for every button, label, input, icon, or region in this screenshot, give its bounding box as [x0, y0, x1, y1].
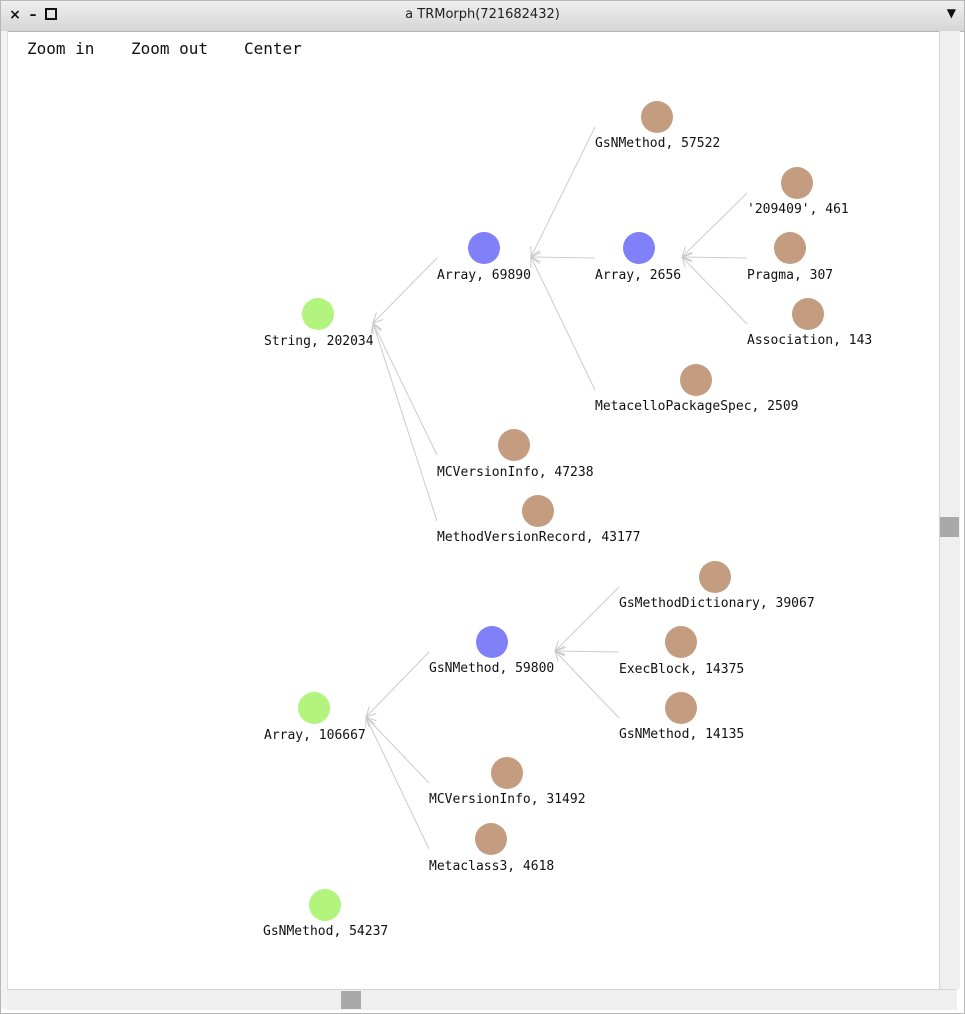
node-label: GsNMethod, 14135 — [619, 727, 744, 742]
graph-node[interactable]: MCVersionInfo, 31492 — [429, 757, 586, 807]
window-title: a TRMorph(721682432) — [405, 7, 560, 22]
graph-node[interactable]: GsNMethod, 59800 — [429, 626, 554, 676]
graph-node[interactable]: MCVersionInfo, 47238 — [437, 429, 594, 480]
graph-node[interactable]: GsNMethod, 57522 — [595, 101, 720, 151]
node-circle-leaf[interactable] — [522, 495, 554, 527]
node-circle-leaf[interactable] — [680, 364, 712, 396]
node-circle-leaf[interactable] — [475, 823, 507, 855]
edge-n15-n12 — [555, 651, 620, 719]
graph-node[interactable]: GsNMethod, 14135 — [619, 692, 744, 742]
node-label: MetacelloPackageSpec, 2509 — [595, 399, 799, 414]
vertical-scroll-thumb[interactable] — [940, 517, 959, 537]
graph-node[interactable]: GsNMethod, 54237 — [263, 889, 388, 939]
node-circle-leaf[interactable] — [498, 429, 530, 461]
close-icon[interactable]: × — [9, 7, 21, 23]
node-label: GsNMethod, 54237 — [263, 924, 388, 939]
window-menu-icon[interactable]: ▼ — [946, 6, 956, 20]
node-label: Association, 143 — [747, 333, 872, 348]
graph-canvas[interactable]: String, 202034 Array, 69890 GsNMethod, 575… — [1, 1, 939, 989]
graph-node[interactable]: String, 202034 — [264, 298, 374, 349]
edge-n5-n4 — [682, 192, 748, 257]
edge-n6-n4 — [682, 257, 748, 258]
node-circle-leaf[interactable] — [699, 561, 731, 593]
node-label: MethodVersionRecord, 43177 — [437, 530, 641, 545]
node-circle-leaf[interactable] — [491, 757, 523, 789]
edge-n13-n12 — [555, 586, 620, 651]
node-label: Array, 2656 — [595, 268, 681, 283]
node-circle-leaf[interactable] — [792, 298, 824, 330]
edge-n17-n11 — [366, 717, 430, 850]
node-circle-root[interactable] — [298, 692, 330, 724]
edge-n2-n1 — [373, 257, 438, 323]
nodes-layer: String, 202034 Array, 69890 GsNMethod, 575… — [263, 101, 872, 939]
title-bar[interactable]: × – a TRMorph(721682432) ▼ — [1, 1, 964, 32]
edge-n3-n2 — [531, 126, 596, 257]
node-label: GsMethodDictionary, 39067 — [619, 596, 815, 611]
graph-node[interactable]: MethodVersionRecord, 43177 — [437, 495, 641, 545]
graph-node[interactable]: ExecBlock, 14375 — [619, 626, 744, 677]
edges-layer — [366, 126, 748, 850]
node-label: '209409', 461 — [747, 202, 849, 217]
left-edge — [1, 31, 8, 1009]
graph-node[interactable]: Association, 143 — [747, 298, 872, 348]
graph-node[interactable]: Array, 106667 — [264, 692, 366, 743]
edge-n8-n2 — [531, 257, 596, 391]
node-label: Array, 106667 — [264, 728, 366, 743]
graph-node[interactable]: MetacelloPackageSpec, 2509 — [595, 364, 799, 414]
node-label: ExecBlock, 14375 — [619, 662, 744, 677]
minimize-icon[interactable]: – — [29, 7, 37, 23]
graph-node[interactable]: Array, 2656 — [595, 232, 681, 283]
node-label: GsNMethod, 57522 — [595, 136, 720, 151]
edge-n16-n11 — [366, 717, 430, 784]
node-label: Metaclass3, 4618 — [429, 859, 554, 874]
node-label: String, 202034 — [264, 334, 374, 349]
vertical-scrollbar[interactable] — [939, 31, 960, 989]
edge-n4-n2 — [531, 257, 596, 258]
node-circle-inner[interactable] — [476, 626, 508, 658]
graph-node[interactable]: '209409', 461 — [747, 167, 849, 217]
node-label: Pragma, 307 — [747, 268, 833, 283]
zoom-in-button[interactable]: Zoom in — [27, 39, 95, 58]
horizontal-scroll-thumb[interactable] — [341, 991, 361, 1009]
node-label: Array, 69890 — [437, 268, 531, 283]
graph-node[interactable]: GsMethodDictionary, 39067 — [619, 561, 815, 611]
center-button[interactable]: Center — [244, 39, 302, 58]
node-circle-leaf[interactable] — [774, 232, 806, 264]
node-label: MCVersionInfo, 47238 — [437, 465, 594, 480]
node-circle-root[interactable] — [309, 889, 341, 921]
node-circle-leaf[interactable] — [665, 692, 697, 724]
graph-node[interactable]: Array, 69890 — [437, 232, 531, 283]
edge-n10-n1 — [373, 323, 438, 522]
graph-node[interactable]: Pragma, 307 — [747, 232, 833, 283]
node-circle-leaf[interactable] — [641, 101, 673, 133]
node-circle-leaf[interactable] — [781, 167, 813, 199]
node-label: GsNMethod, 59800 — [429, 661, 554, 676]
maximize-icon[interactable] — [41, 4, 61, 26]
node-label: MCVersionInfo, 31492 — [429, 792, 586, 807]
node-circle-root[interactable] — [302, 298, 334, 330]
edge-n12-n11 — [366, 651, 430, 717]
zoom-out-button[interactable]: Zoom out — [131, 39, 209, 58]
node-circle-inner[interactable] — [468, 232, 500, 264]
horizontal-scrollbar[interactable] — [7, 989, 957, 1010]
edge-n14-n12 — [555, 651, 620, 652]
graph-node[interactable]: Metaclass3, 4618 — [429, 823, 554, 874]
edge-n7-n4 — [682, 257, 748, 325]
node-circle-leaf[interactable] — [665, 626, 697, 658]
edge-n9-n1 — [373, 323, 438, 456]
node-circle-inner[interactable] — [623, 232, 655, 264]
